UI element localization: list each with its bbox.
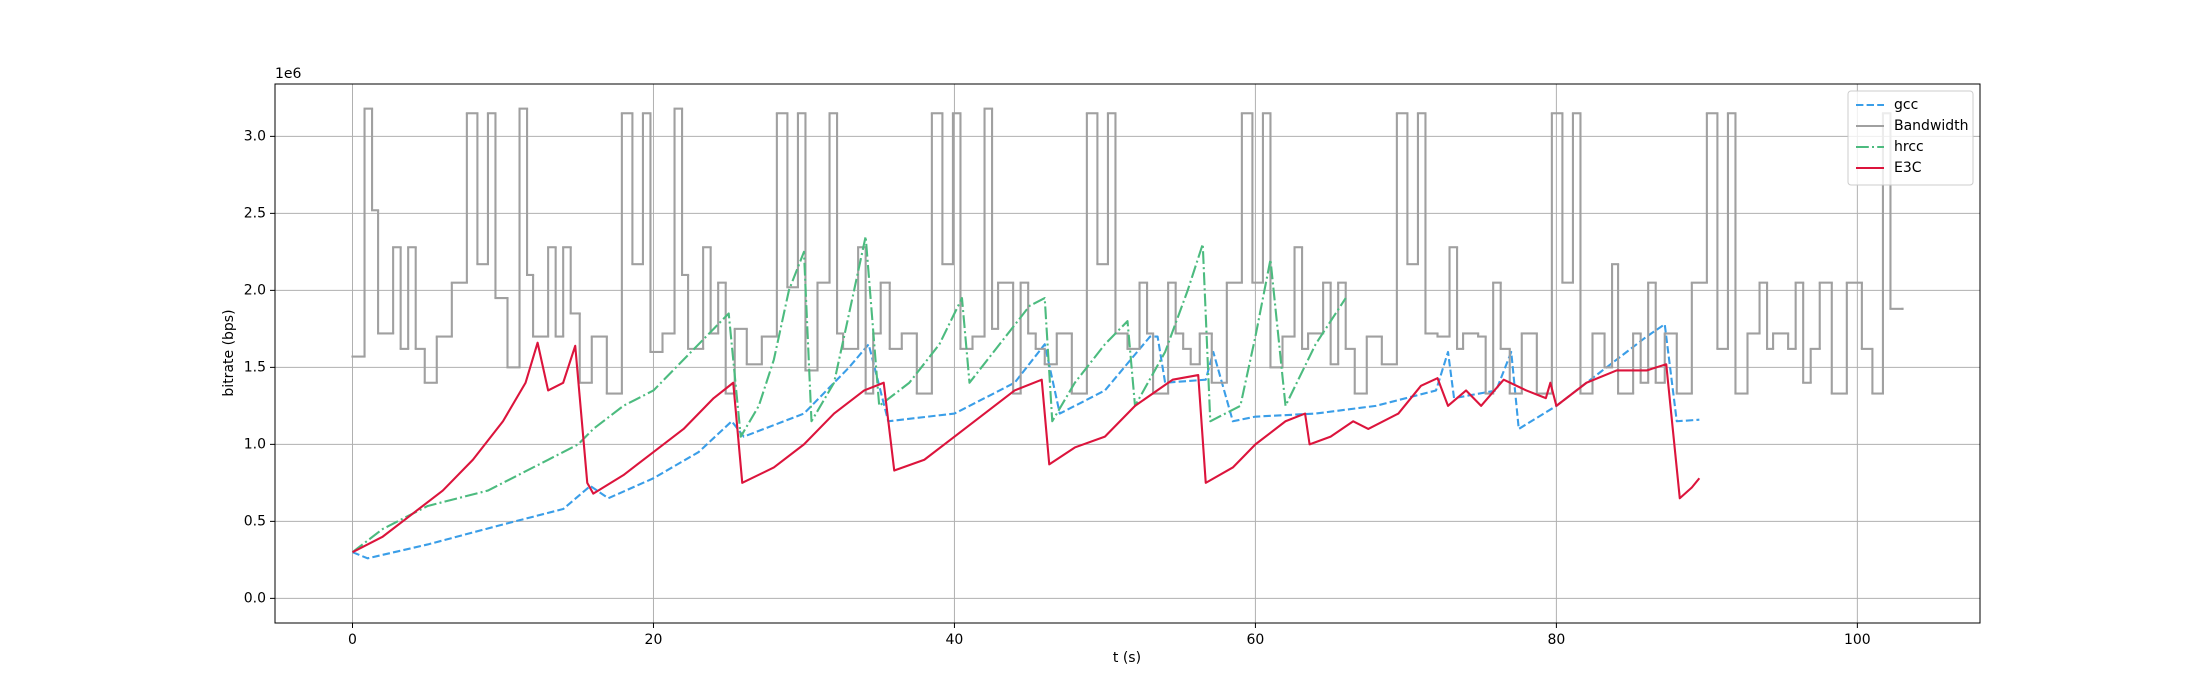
- legend-label: gcc: [1894, 97, 1918, 113]
- x-tick-label: 80: [1547, 632, 1565, 648]
- series-line: [352, 323, 1700, 560]
- y-tick-label: 0.0: [244, 590, 266, 606]
- series-line: [351, 235, 1347, 553]
- x-axis-label: t (s): [1113, 650, 1141, 666]
- x-tick-label: 20: [645, 632, 663, 648]
- legend-box: [1847, 90, 1974, 186]
- bandwidth-steps: [351, 107, 1904, 395]
- y-axis-offset: 1e6: [275, 66, 302, 82]
- y-axis-label: bitrate (bps): [221, 309, 237, 396]
- legend-label: Bandwidth: [1894, 118, 1969, 134]
- x-tick-label: 0: [348, 632, 357, 648]
- y-tick-label: 1.5: [244, 359, 266, 375]
- axes-frame: [274, 83, 1981, 624]
- legend: gcc Bandwidth hrcc E3C: [1847, 90, 1974, 186]
- y-tick-label: 1.0: [244, 436, 266, 452]
- y-tick-label: 2.0: [244, 282, 266, 298]
- y-tick-label: 2.5: [244, 205, 266, 221]
- series-line: [352, 341, 1701, 554]
- x-tick-label: 40: [946, 632, 964, 648]
- x-tick-label: 100: [1844, 632, 1871, 648]
- plot-area: [351, 107, 1904, 560]
- y-tick-label: 0.5: [244, 513, 266, 529]
- y-tick-label: 3.0: [244, 128, 266, 144]
- legend-label: hrcc: [1894, 139, 1924, 155]
- legend-label: E3C: [1894, 160, 1922, 176]
- x-tick-label: 60: [1246, 632, 1264, 648]
